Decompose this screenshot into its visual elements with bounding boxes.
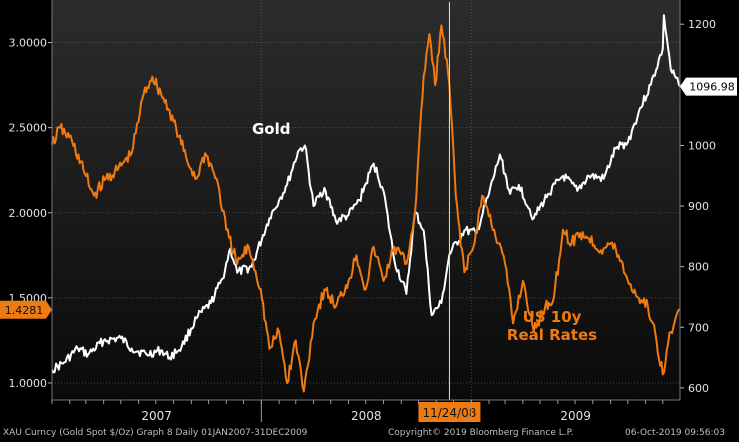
right-axis: 600700800900100011001200 bbox=[679, 0, 716, 400]
plot-area bbox=[52, 0, 680, 400]
gold-series-line bbox=[51, 14, 681, 374]
rates-last-value-tag bbox=[0, 300, 52, 319]
right-tick-label: 1000 bbox=[688, 139, 716, 152]
year-label: 2007 bbox=[141, 409, 172, 423]
right-tick-label: 1200 bbox=[688, 18, 716, 31]
left-tick-label: 2.5000 bbox=[9, 122, 48, 135]
marker-label: 11/24/08 bbox=[422, 406, 476, 420]
footer-timestamp: 06-Oct-2019 09:56:03 bbox=[625, 428, 725, 438]
footer: XAU Curncy (Gold Spot $/Oz) Graph 8 Dail… bbox=[0, 425, 739, 442]
footer-security: XAU Curncy (Gold Spot $/Oz) Graph 8 Dail… bbox=[3, 428, 308, 438]
left-tick-label: 3.0000 bbox=[9, 37, 48, 50]
gold-last-value-tag bbox=[680, 77, 737, 96]
rates-last-value: 1.4281 bbox=[5, 304, 44, 317]
left-tick-label: 2.0000 bbox=[9, 207, 48, 220]
series-layer bbox=[51, 14, 681, 393]
gridlines bbox=[52, 0, 680, 400]
gold-series-label: Gold bbox=[252, 120, 291, 138]
year-label: 2009 bbox=[560, 409, 591, 423]
right-tick-label: 800 bbox=[688, 261, 709, 274]
x-axis: 2007 2008 2009 bbox=[51, 399, 680, 423]
rates-series-line bbox=[51, 24, 680, 393]
footer-copyright: Copyright© 2019 Bloomberg Finance L.P. bbox=[388, 428, 574, 438]
right-tick-label: 900 bbox=[688, 200, 709, 213]
date-marker: 11/24/08 bbox=[418, 2, 481, 422]
year-label: 2008 bbox=[351, 409, 382, 423]
right-tick-label: 700 bbox=[688, 321, 709, 334]
marker-label-bg bbox=[418, 402, 481, 422]
left-tick-label: 1.0000 bbox=[9, 377, 48, 390]
gold-last-value: 1096.98 bbox=[689, 81, 735, 94]
right-tick-label: 600 bbox=[688, 382, 709, 395]
rates-series-label-line: US 10y bbox=[523, 308, 582, 326]
rates-series-label-line: Real Rates bbox=[507, 326, 597, 344]
